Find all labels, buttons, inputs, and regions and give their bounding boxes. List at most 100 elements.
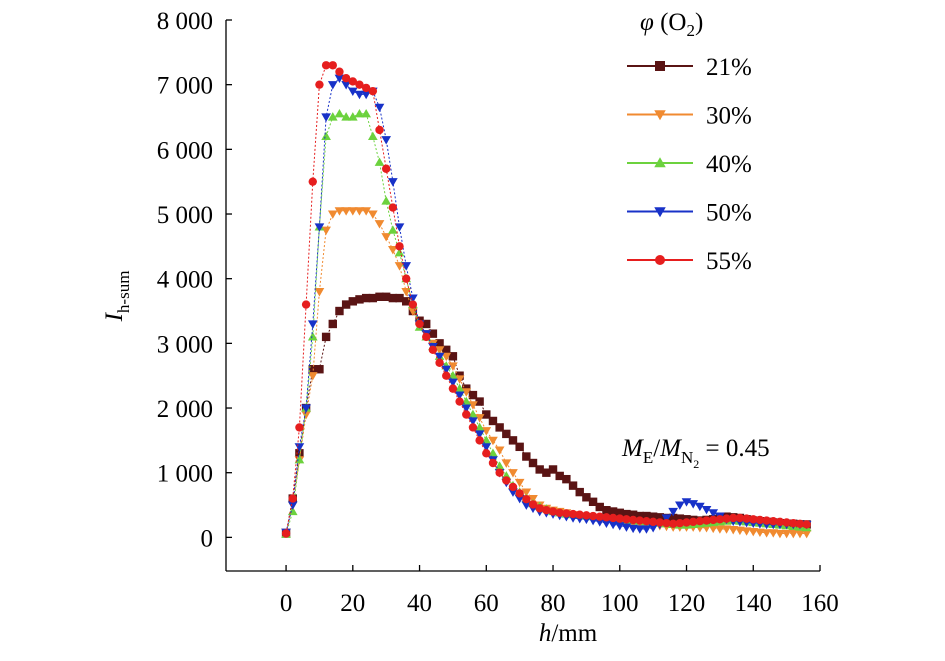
data-point	[514, 494, 525, 504]
data-point	[728, 526, 739, 535]
data-point	[682, 518, 691, 527]
data-point	[388, 246, 398, 255]
data-point	[634, 525, 645, 534]
data-point	[394, 247, 405, 257]
data-point	[381, 233, 392, 242]
data-point	[468, 423, 478, 432]
data-point	[789, 518, 798, 528]
data-point	[468, 409, 478, 419]
data-point	[775, 517, 785, 527]
data-point	[542, 468, 551, 477]
data-point	[321, 226, 331, 236]
data-point	[495, 423, 504, 432]
data-point	[548, 465, 558, 474]
data-point	[568, 481, 578, 490]
data-point	[488, 436, 498, 446]
y-tick-label: 7 000	[157, 73, 213, 100]
data-point	[595, 502, 604, 512]
series-line	[285, 77, 807, 533]
data-point	[769, 517, 778, 526]
data-point	[648, 512, 658, 521]
data-point	[295, 423, 304, 432]
data-point	[461, 404, 472, 413]
data-point	[522, 495, 531, 504]
data-point	[468, 401, 478, 410]
data-point	[321, 61, 331, 70]
data-point	[281, 529, 291, 538]
data-point	[475, 436, 484, 445]
data-point	[341, 81, 351, 90]
data-point	[615, 514, 624, 523]
data-point	[735, 526, 745, 536]
data-point	[482, 449, 491, 458]
data-point	[368, 131, 378, 140]
data-point	[508, 482, 518, 492]
data-point	[361, 90, 371, 100]
data-point	[575, 510, 584, 519]
data-point	[488, 448, 498, 457]
data-point	[368, 210, 378, 219]
data-point	[528, 458, 538, 468]
data-point	[388, 178, 398, 187]
data-point	[454, 391, 465, 400]
data-point	[495, 468, 504, 477]
legend-swatch-marker	[654, 110, 666, 121]
ratio-annotation: ME/MN2 = 0.45	[621, 435, 770, 471]
data-point	[755, 528, 765, 538]
x-tick-label: 120	[668, 590, 706, 617]
series-line	[285, 296, 807, 534]
data-point	[642, 517, 651, 526]
y-tick-label: 5 000	[157, 202, 213, 229]
data-point	[668, 513, 678, 523]
data-point	[301, 404, 311, 413]
data-point	[355, 295, 364, 304]
data-point	[321, 131, 331, 140]
data-point	[642, 511, 651, 521]
data-point	[468, 417, 478, 426]
data-point	[648, 524, 658, 533]
data-point	[635, 516, 644, 525]
data-point	[327, 81, 338, 90]
data-point	[521, 501, 532, 510]
data-point	[442, 371, 451, 380]
data-point	[334, 207, 345, 216]
x-tick-label: 80	[541, 590, 566, 617]
data-point	[288, 494, 297, 503]
data-point	[441, 365, 452, 375]
x-axis-title-unit: /mm	[551, 620, 597, 647]
data-point	[347, 112, 358, 121]
data-point	[441, 352, 452, 362]
data-point	[608, 507, 618, 516]
data-point	[602, 506, 611, 515]
legend-items: 21% 30% 40% 50% 55%	[627, 54, 752, 275]
data-point	[761, 529, 772, 538]
data-point	[295, 449, 304, 458]
legend-label: 40%	[706, 151, 752, 178]
data-point	[748, 527, 759, 537]
data-point	[348, 297, 358, 306]
data-point	[361, 108, 371, 118]
data-point	[722, 514, 731, 523]
y-axis-title: Ih-sum	[101, 271, 133, 323]
data-point	[301, 410, 311, 420]
data-point	[294, 443, 305, 452]
data-point	[688, 517, 698, 527]
data-point	[448, 352, 458, 361]
series-21pct	[281, 292, 811, 538]
data-point	[374, 220, 385, 229]
data-point	[307, 320, 318, 329]
data-point	[788, 529, 799, 539]
data-point	[415, 319, 424, 329]
data-point	[688, 500, 699, 509]
data-point	[347, 207, 358, 216]
x-tick-label: 60	[474, 590, 499, 617]
legend-swatch-marker	[655, 255, 665, 265]
annot-n-sub: N	[681, 448, 693, 467]
data-point	[454, 375, 465, 384]
data-point	[582, 511, 591, 520]
data-point	[588, 497, 598, 507]
data-point	[622, 509, 631, 519]
data-point	[675, 501, 685, 510]
data-point	[488, 416, 498, 426]
data-point	[401, 288, 412, 297]
